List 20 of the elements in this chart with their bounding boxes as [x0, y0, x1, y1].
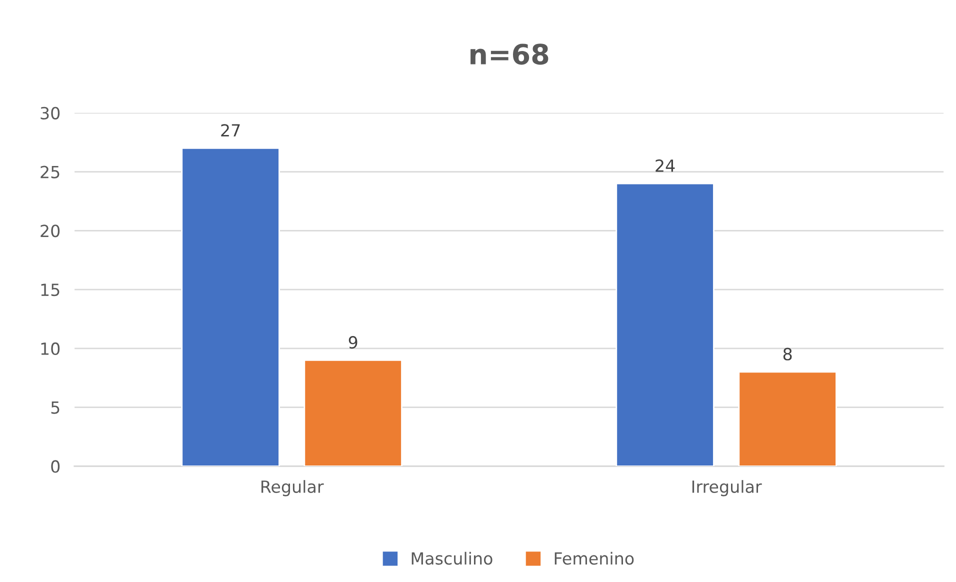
y-tick-label: 0: [51, 460, 60, 473]
legend-label: Masculino: [412, 552, 492, 565]
y-tick-label: 5: [51, 401, 60, 414]
bar: [616, 182, 714, 466]
bar: [304, 360, 402, 466]
data-label: 8: [783, 348, 792, 360]
bar: [738, 371, 837, 466]
x-tick-label: Irregular: [692, 480, 762, 496]
y-tick-label: 30: [40, 106, 60, 120]
data-label: 9: [348, 336, 358, 349]
bar: [181, 148, 280, 466]
data-label: 24: [656, 159, 675, 172]
data-label: 27: [221, 124, 240, 136]
chart-title: n=68: [470, 44, 548, 65]
x-tick-label: Regular: [261, 480, 324, 496]
legend-label: Femenino: [554, 552, 634, 565]
y-tick-label: 25: [40, 166, 60, 178]
y-tick-label: 20: [40, 224, 60, 238]
y-tick-label: 15: [41, 284, 60, 296]
y-tick-label: 10: [41, 342, 60, 355]
